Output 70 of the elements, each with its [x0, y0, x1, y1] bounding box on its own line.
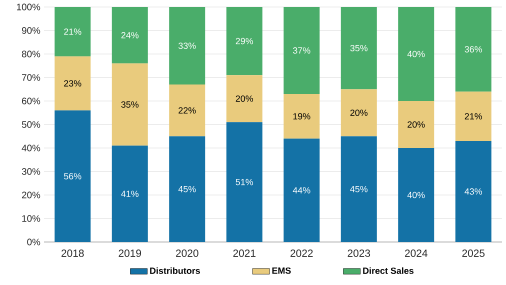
data-label: 24%: [121, 32, 139, 38]
y-tick-label: 0%: [27, 238, 40, 246]
data-label: 44%: [292, 187, 310, 194]
data-label: 21%: [64, 28, 82, 35]
bar: [398, 101, 434, 148]
legend-label: EMS: [272, 267, 291, 274]
bar: [54, 56, 91, 110]
data-label: 40%: [407, 50, 425, 58]
bar: [169, 6, 206, 85]
bar: [340, 89, 377, 136]
data-label: 41%: [121, 190, 139, 197]
data-label: 29%: [236, 38, 254, 44]
bar: [284, 138, 320, 242]
data-label: 19%: [293, 113, 310, 120]
y-tick-label: 20%: [22, 192, 40, 198]
bar: [226, 75, 262, 122]
bar: [169, 136, 206, 242]
bar: [398, 148, 434, 242]
data-label: 36%: [464, 46, 482, 52]
y-tick-label: 30%: [22, 168, 40, 175]
bar: [455, 6, 492, 92]
bar: [54, 110, 91, 242]
data-label: 45%: [178, 186, 196, 192]
data-label: 23%: [64, 80, 82, 87]
data-label: 51%: [236, 178, 254, 186]
data-label: 56%: [64, 173, 82, 180]
data-label: 20%: [236, 95, 254, 102]
bar: [112, 146, 148, 242]
y-tick-label: 10%: [22, 215, 40, 222]
data-label: 43%: [464, 188, 482, 195]
data-label: 20%: [408, 121, 425, 128]
data-label: 35%: [350, 44, 368, 52]
bar: [284, 94, 320, 139]
data-label: 33%: [178, 42, 196, 49]
bar: [340, 136, 377, 242]
bar: [340, 6, 377, 90]
bar: [169, 84, 206, 136]
bar: [455, 92, 492, 141]
x-tick-label: 2023: [348, 250, 370, 257]
x-tick-label: 2022: [290, 250, 313, 257]
y-tick-label: 90%: [22, 27, 40, 34]
data-label: 40%: [407, 192, 425, 198]
bar: [226, 6, 262, 76]
x-tick-label: 2018: [62, 250, 84, 257]
data-label: 20%: [350, 110, 368, 116]
data-label: 35%: [121, 101, 139, 108]
data-label: 37%: [293, 47, 310, 54]
bar: [112, 6, 148, 64]
y-tick-label: 40%: [22, 144, 40, 152]
bar: [284, 6, 320, 94]
y-tick-label: 70%: [22, 74, 40, 81]
y-tick-label: 80%: [22, 50, 40, 58]
x-tick-label: 2019: [118, 250, 141, 257]
y-tick-label: 60%: [22, 98, 40, 104]
y-tick-label: 50%: [22, 121, 40, 128]
x-tick-label: 2021: [233, 250, 256, 257]
bar: [398, 6, 434, 101]
data-label: 45%: [350, 186, 368, 192]
data-label: 21%: [464, 113, 482, 120]
bar: [54, 6, 91, 56]
x-tick-label: 2024: [405, 250, 428, 257]
bar: [112, 63, 148, 146]
legend-label: Direct Sales: [363, 267, 414, 274]
bar: [226, 122, 262, 242]
x-tick-label: 2025: [462, 250, 485, 257]
data-label: 22%: [178, 107, 196, 114]
y-tick-label: 100%: [16, 4, 40, 10]
bar: [455, 140, 492, 242]
x-tick-label: 2020: [176, 250, 198, 257]
legend-label: Distributors: [150, 267, 200, 274]
